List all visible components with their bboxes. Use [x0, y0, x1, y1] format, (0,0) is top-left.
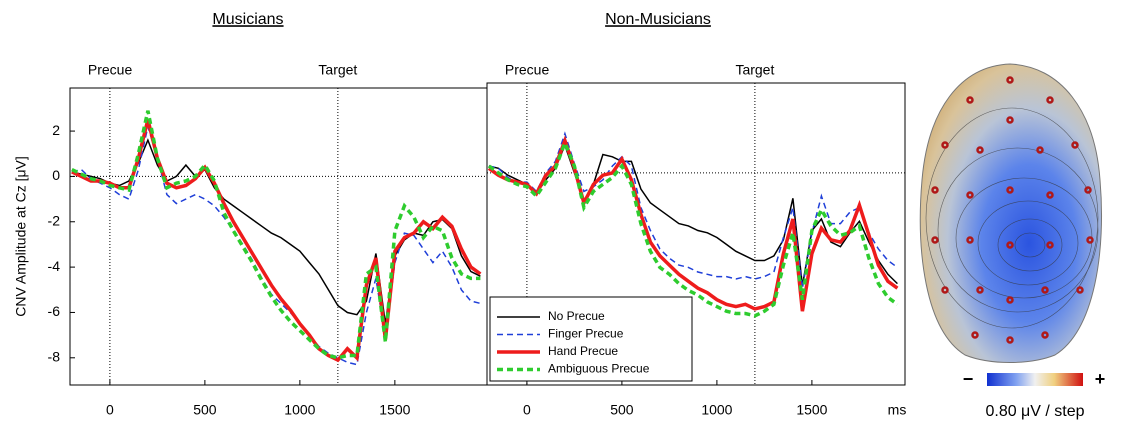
series-line [487, 135, 899, 312]
y-tick-label: -4 [48, 258, 61, 274]
colorbar-minus: − [963, 369, 974, 389]
head [919, 63, 1102, 363]
event-label: Precue [88, 62, 133, 78]
legend-label: Ambiguous Precue [548, 362, 650, 376]
plot-frame [486, 82, 906, 386]
x-tick-label: 0 [523, 402, 531, 418]
event-label: Precue [505, 62, 550, 78]
series-line [488, 131, 898, 289]
y-tick-label: -8 [48, 348, 61, 364]
electrodes [931, 76, 1094, 344]
x-tick-label: 500 [610, 402, 634, 418]
colorbar [987, 373, 1083, 386]
y-axis-label: CNV Amplitude at Cz [μV] [13, 156, 29, 317]
legend-box [489, 296, 693, 382]
series-line [71, 110, 481, 360]
y-tick-label: 2 [52, 122, 60, 138]
legend-label: No Precue [548, 309, 605, 323]
series-line [71, 119, 482, 363]
series-line [487, 138, 899, 318]
topomap: − + 0.80 μV / step [919, 63, 1106, 420]
event-label: Target [318, 62, 357, 78]
legend-label: Hand Precue [548, 344, 618, 358]
event-label: Target [735, 62, 774, 78]
x-tick-label: 1500 [796, 402, 827, 418]
y-tick-label: -2 [48, 212, 61, 228]
chart-title: Non-Musicians [605, 11, 711, 28]
x-tick-label: 1000 [701, 402, 732, 418]
y-tick-label: -6 [48, 303, 61, 319]
colorbar-label: 0.80 μV / step [985, 403, 1084, 420]
chart-title: Musicians [212, 11, 283, 28]
series-line [488, 143, 898, 287]
x-tick-label: 500 [193, 402, 217, 418]
x-tick-label: 1000 [284, 402, 315, 418]
legend-label: Finger Precue [548, 327, 624, 341]
x-tick-label: 0 [106, 402, 114, 418]
x-axis-label: ms [888, 402, 907, 418]
y-tick-label: 0 [52, 167, 60, 183]
colorbar-plus: + [1095, 369, 1106, 389]
x-tick-label: 1500 [379, 402, 410, 418]
series-line [71, 123, 481, 366]
